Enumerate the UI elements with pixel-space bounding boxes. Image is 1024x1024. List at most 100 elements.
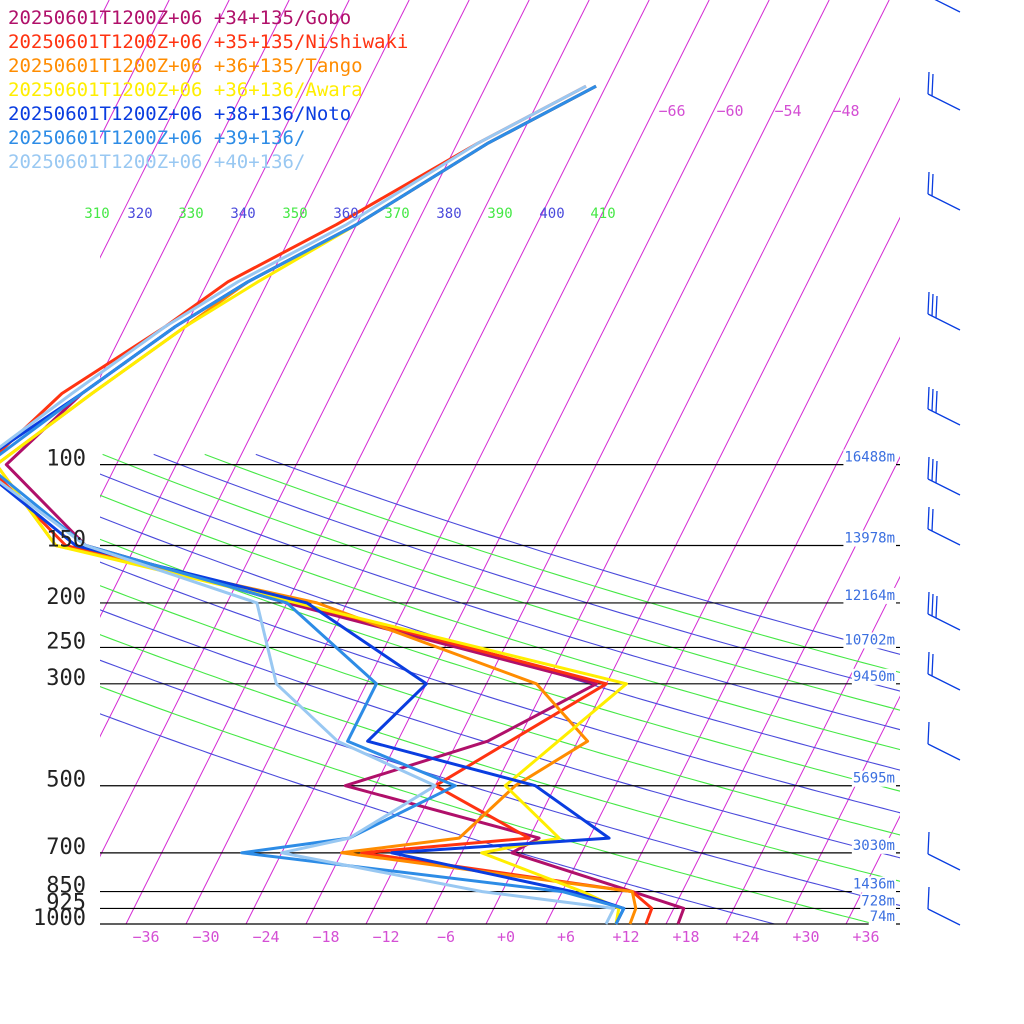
legend: 20250601T1200Z+06 +34+135/Gobo 20250601T1… [8, 7, 408, 173]
wind-barb [927, 853, 961, 871]
isotherm-line [125, 0, 590, 924]
theta-curve [100, 473, 900, 731]
theta-curve [204, 453, 900, 674]
isotherm-line [100, 0, 290, 379]
isotherm-line [100, 0, 530, 858]
theta-label: 370 [384, 206, 409, 222]
theta-curve [100, 538, 900, 792]
wind-barb-feather [927, 831, 930, 855]
x-tick-label: +30 [792, 928, 819, 946]
x-tick-label: −6 [437, 928, 455, 946]
isotherm-label: −60 [716, 102, 743, 120]
wind-barb-feather [927, 651, 930, 675]
wind-barb-feather [935, 295, 938, 319]
theta-curve [102, 453, 900, 711]
pressure-label: 925 [46, 890, 86, 915]
height-label-bg [843, 530, 896, 547]
legend-entry: 20250601T1200Z+06 +38+136/Noto [8, 103, 351, 125]
wind-barb-feather [931, 388, 934, 412]
legend-entry: 20250601T1200Z+06 +40+136/ [8, 151, 305, 173]
x-tick-label: −24 [252, 928, 279, 946]
theta-label: 320 [127, 206, 152, 222]
wind-barb [927, 908, 961, 926]
theta-label: 380 [436, 206, 461, 222]
wind-barb-feather [935, 595, 938, 619]
wind-barb-feather [931, 593, 934, 617]
wind-barb-feather [927, 291, 930, 315]
theta-label: 330 [178, 206, 203, 222]
legend-entry: 20250601T1200Z+06 +34+135/Gobo [8, 7, 351, 29]
isotherm-line [100, 0, 470, 738]
height-label-bg [851, 837, 896, 854]
height-label: 1436m [853, 877, 895, 893]
pressure-label: 700 [46, 835, 86, 860]
theta-label: 340 [230, 206, 255, 222]
isotherm-line [605, 336, 900, 924]
isotherm-line [100, 0, 230, 259]
series-line-6 [0, 84, 616, 925]
wind-barb-feather [927, 456, 930, 480]
theta-label: 400 [539, 206, 564, 222]
height-label: 10702m [844, 632, 895, 648]
height-label: 5695m [853, 771, 895, 787]
isotherm-line [100, 0, 410, 618]
isotherm-line [185, 0, 650, 924]
x-tick-label: +6 [557, 928, 575, 946]
legend-entry: 20250601T1200Z+06 +36+135/Tango [8, 55, 363, 77]
isobar-grid [100, 464, 900, 925]
wind-barb-feather [931, 73, 934, 97]
theta-label: 390 [487, 206, 512, 222]
theta-curve [100, 561, 900, 814]
isotherm-label: −66 [658, 102, 685, 120]
theta-label: 360 [333, 206, 358, 222]
wind-barb-feather [931, 293, 934, 317]
theta-curve [153, 453, 900, 692]
height-label: 13978m [844, 531, 895, 547]
wind-barb [927, 408, 961, 426]
wind-barb-feather [931, 458, 934, 482]
height-label: 3030m [853, 838, 895, 854]
height-label-bg [851, 668, 896, 685]
wind-barb-feather [927, 591, 930, 615]
theta-label: 410 [590, 206, 615, 222]
pressure-label: 150 [46, 528, 86, 553]
height-label-bg [843, 449, 896, 466]
height-label-bg [843, 632, 896, 649]
pressure-label: 250 [46, 629, 86, 654]
theta-curve [100, 609, 900, 859]
height-label: 12164m [844, 588, 895, 604]
isotherm-line [100, 0, 350, 499]
isotherm-label: −48 [832, 102, 859, 120]
legend-entry: 20250601T1200Z+06 +36+136/Awara [8, 79, 363, 101]
theta-curve [100, 634, 900, 882]
wind-barb [927, 613, 961, 631]
x-tick-label: +12 [612, 928, 639, 946]
isotherm-line [906, 0, 1024, 924]
height-label-bg [843, 587, 896, 604]
pressure-label: 200 [46, 585, 86, 610]
series-line-3 [0, 84, 628, 925]
isotherm-line [966, 0, 1024, 924]
isotherm-line [245, 0, 710, 924]
wind-barbs [927, 0, 961, 926]
wind-barb-feather [927, 506, 930, 530]
pressure-label: 1000 [33, 906, 86, 931]
sounding-series [0, 84, 686, 925]
theta-label: 310 [84, 206, 109, 222]
wind-barb-feather [927, 386, 930, 410]
x-tick-label: +0 [497, 928, 515, 946]
height-label: 9450m [853, 669, 895, 685]
wind-barb [927, 528, 961, 546]
wind-barb-feather [931, 653, 934, 677]
wind-barb-feather [935, 390, 938, 414]
x-tick-label: −18 [312, 928, 339, 946]
wind-barb-feather [931, 173, 934, 197]
wind-barb [927, 193, 961, 211]
wind-barb-feather [935, 460, 938, 484]
isotherm-line [425, 0, 890, 924]
x-tick-label: +24 [732, 928, 759, 946]
isotherm-line [665, 456, 900, 924]
pressure-label: 100 [46, 447, 86, 472]
wind-barb [934, 0, 961, 13]
theta-label: 350 [282, 206, 307, 222]
